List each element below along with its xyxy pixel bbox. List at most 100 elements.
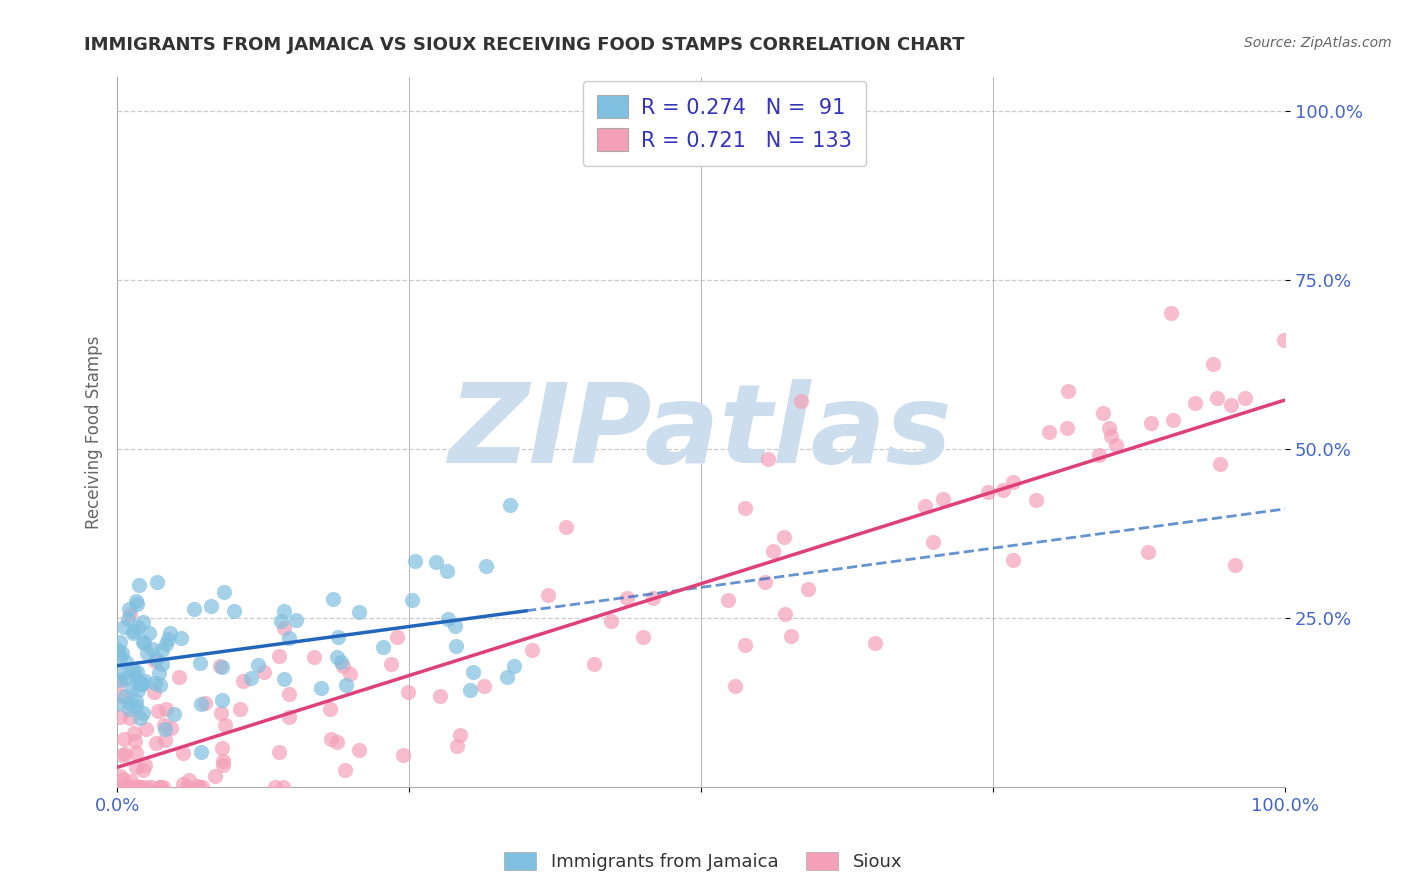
Point: [1099, 429, 1122, 443]
Point: [118, 701, 141, 715]
Point: [150, 657, 173, 672]
Legend: R = 0.274   N =  91, R = 0.721   N = 133: R = 0.274 N = 91, R = 0.721 N = 133: [582, 81, 866, 166]
Point: [159, 626, 181, 640]
Point: [1209, 457, 1232, 471]
Point: [139, 780, 162, 794]
Point: [112, 731, 135, 746]
Point: [176, 780, 198, 794]
Point: [1233, 391, 1256, 405]
Point: [155, 637, 177, 651]
Point: [1025, 492, 1047, 507]
Point: [157, 632, 180, 646]
Point: [122, 664, 145, 678]
Point: [1201, 357, 1223, 371]
Point: [209, 706, 232, 720]
Point: [107, 642, 129, 657]
Point: [921, 535, 943, 549]
Point: [134, 757, 156, 772]
Point: [125, 746, 148, 760]
Point: [339, 666, 361, 681]
Point: [128, 578, 150, 592]
Point: [443, 619, 465, 633]
Point: [724, 679, 747, 693]
Point: [1206, 391, 1229, 405]
Point: [773, 530, 796, 544]
Point: [633, 630, 655, 644]
Point: [145, 652, 167, 666]
Point: [145, 735, 167, 749]
Point: [108, 649, 131, 664]
Point: [335, 678, 357, 692]
Point: [200, 599, 222, 614]
Point: [125, 698, 148, 713]
Point: [1139, 416, 1161, 430]
Point: [134, 636, 156, 650]
Point: [132, 706, 155, 720]
Point: [446, 739, 468, 753]
Point: [773, 607, 796, 621]
Point: [108, 675, 131, 690]
Point: [188, 780, 211, 794]
Point: [153, 723, 176, 737]
Point: [114, 780, 136, 794]
Point: [1184, 396, 1206, 410]
Point: [190, 697, 212, 711]
Point: [120, 780, 142, 794]
Point: [1001, 553, 1024, 567]
Point: [734, 638, 756, 652]
Point: [127, 620, 149, 634]
Point: [332, 659, 354, 673]
Point: [211, 660, 233, 674]
Point: [148, 665, 170, 680]
Y-axis label: Receiving Food Stamps: Receiving Food Stamps: [86, 335, 103, 529]
Point: [1038, 425, 1060, 440]
Point: [789, 394, 811, 409]
Point: [326, 735, 349, 749]
Point: [163, 707, 186, 722]
Point: [152, 718, 174, 732]
Point: [134, 673, 156, 688]
Point: [132, 635, 155, 649]
Point: [1105, 438, 1128, 452]
Point: [136, 646, 159, 660]
Point: [319, 702, 342, 716]
Point: [401, 593, 423, 607]
Point: [125, 780, 148, 794]
Point: [125, 759, 148, 773]
Point: [1056, 421, 1078, 435]
Point: [190, 745, 212, 759]
Point: [273, 780, 295, 794]
Point: [425, 555, 447, 569]
Point: [273, 604, 295, 618]
Point: [208, 659, 231, 673]
Point: [269, 648, 291, 663]
Point: [143, 654, 166, 668]
Point: [167, 670, 190, 684]
Point: [146, 704, 169, 718]
Point: [212, 585, 235, 599]
Point: [131, 677, 153, 691]
Point: [599, 614, 621, 628]
Point: [734, 501, 756, 516]
Point: [129, 677, 152, 691]
Point: [931, 491, 953, 506]
Point: [1001, 475, 1024, 490]
Point: [128, 780, 150, 794]
Point: [499, 498, 522, 512]
Point: [122, 780, 145, 794]
Point: [977, 484, 1000, 499]
Point: [117, 601, 139, 615]
Point: [1088, 448, 1111, 462]
Point: [762, 544, 785, 558]
Point: [120, 696, 142, 710]
Point: [111, 690, 134, 704]
Point: [188, 657, 211, 671]
Point: [110, 665, 132, 680]
Legend: Immigrants from Jamaica, Sioux: Immigrants from Jamaica, Sioux: [496, 845, 910, 879]
Point: [253, 665, 276, 679]
Point: [222, 604, 245, 618]
Point: [239, 671, 262, 685]
Point: [273, 673, 295, 687]
Point: [155, 702, 177, 716]
Point: [641, 591, 664, 605]
